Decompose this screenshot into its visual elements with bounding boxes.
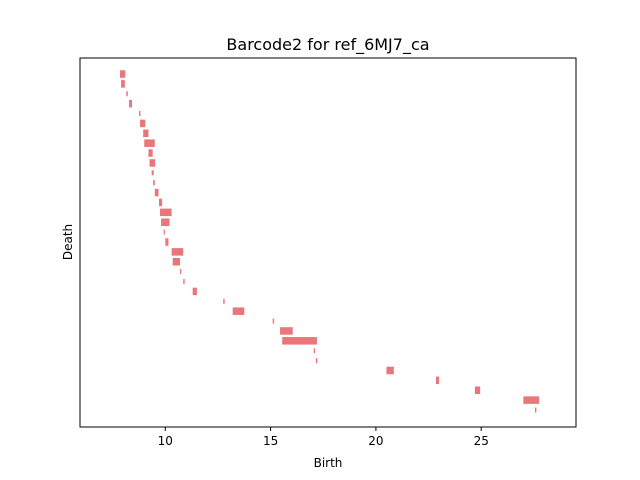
barcode-bar bbox=[183, 279, 185, 285]
x-axis-label: Birth bbox=[314, 456, 343, 470]
y-axis-label: Death bbox=[61, 224, 75, 260]
x-tick-label: 20 bbox=[368, 434, 383, 448]
barcode-bar bbox=[144, 139, 155, 147]
barcode-bar bbox=[163, 229, 165, 235]
barcode-bar bbox=[192, 287, 197, 296]
barcode-bar bbox=[143, 129, 149, 138]
x-tick-label: 10 bbox=[158, 434, 173, 448]
bars-group bbox=[120, 70, 540, 413]
barcode-bar bbox=[121, 80, 125, 88]
barcode-bar bbox=[386, 366, 394, 375]
barcode-bar bbox=[435, 376, 440, 385]
barcode-bar bbox=[120, 70, 126, 78]
barcode-bar bbox=[180, 269, 182, 275]
barcode-bar bbox=[153, 180, 155, 186]
x-axis-ticks: 10 15 20 25 bbox=[158, 427, 489, 448]
barcode-bar bbox=[534, 407, 537, 413]
barcode-bar bbox=[232, 307, 245, 315]
barcode-bar bbox=[172, 258, 181, 266]
barcode-bar bbox=[272, 318, 275, 324]
barcode-bar bbox=[474, 386, 481, 394]
barcode-bar bbox=[280, 327, 293, 335]
barcode-bar bbox=[165, 238, 169, 246]
barcode-bar bbox=[154, 188, 159, 197]
barcode-bar bbox=[140, 119, 146, 128]
barcode-bar bbox=[161, 218, 170, 226]
barcode-bar bbox=[315, 358, 318, 364]
chart-title: Barcode2 for ref_6MJ7_ca bbox=[226, 35, 429, 55]
barcode-bar bbox=[148, 149, 153, 157]
barcode-bar bbox=[149, 159, 156, 167]
barcode-bar bbox=[171, 248, 184, 256]
barcode-bar bbox=[129, 99, 133, 108]
barcode-bar bbox=[138, 111, 141, 117]
barcode-bar bbox=[523, 396, 540, 404]
barcode-bar bbox=[151, 170, 154, 176]
x-tick-label: 15 bbox=[263, 434, 278, 448]
barcode-bar bbox=[223, 298, 225, 304]
barcode-bar bbox=[282, 337, 317, 345]
barcode-bar bbox=[126, 91, 128, 97]
x-tick-label: 25 bbox=[474, 434, 489, 448]
barcode-bar bbox=[158, 198, 163, 207]
plot-frame bbox=[79, 57, 577, 428]
barcode-bar bbox=[313, 348, 316, 354]
barcode-bar bbox=[160, 208, 172, 217]
